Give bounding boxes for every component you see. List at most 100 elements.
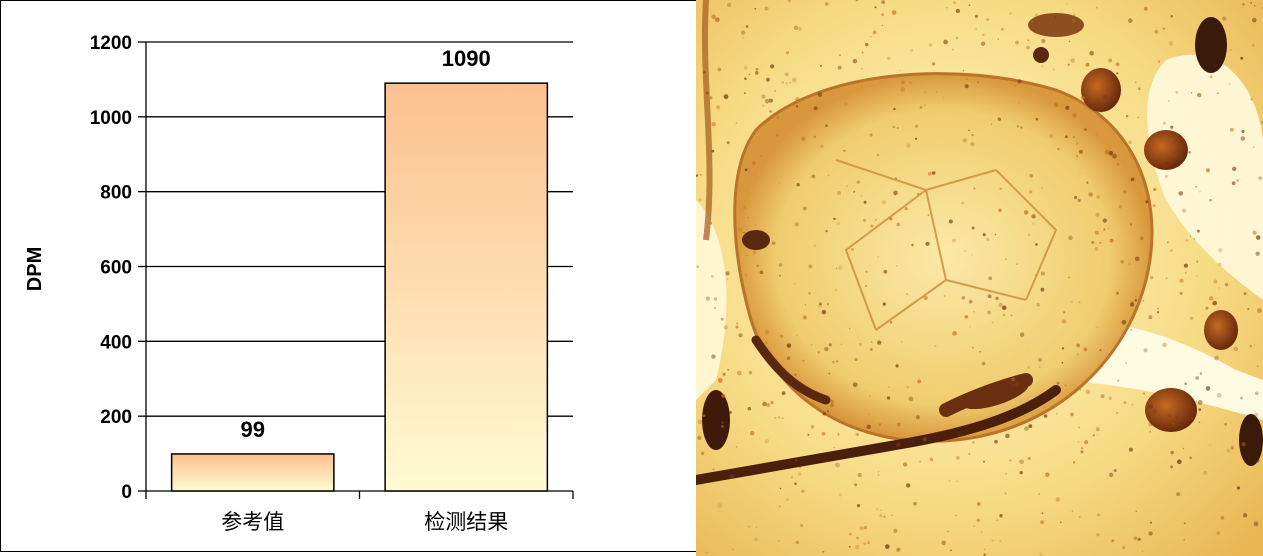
stain-granule: [728, 410, 732, 414]
stain-granule: [791, 77, 797, 83]
stain-granule: [876, 508, 879, 511]
stain-granule: [727, 368, 729, 371]
stain-granule: [1055, 497, 1061, 502]
stain-granule: [1072, 113, 1077, 118]
stain-granule: [794, 373, 797, 376]
stain-granule: [1068, 235, 1073, 241]
stain-granule: [1233, 346, 1238, 352]
stain-granule: [1162, 27, 1166, 30]
stain-granule: [794, 482, 797, 486]
stain-granule: [1096, 533, 1100, 537]
stain-granule: [1146, 408, 1148, 410]
stain-granule: [846, 185, 848, 187]
stain-granule: [927, 171, 932, 176]
stain-granule: [1241, 129, 1245, 133]
stain-granule: [759, 270, 764, 275]
stain-granule: [1036, 302, 1040, 307]
stain-granule: [1131, 403, 1134, 406]
stain-granule: [768, 98, 773, 103]
stain-granule: [795, 459, 797, 462]
stain-granule: [919, 106, 923, 109]
stain-granule: [903, 462, 908, 467]
stain-granule: [1164, 175, 1168, 178]
stain-granule: [866, 424, 871, 429]
stain-granule: [981, 361, 986, 366]
stain-granule: [838, 265, 843, 271]
stain-granule: [836, 221, 840, 226]
stain-granule: [820, 144, 824, 149]
stain-granule: [968, 299, 973, 304]
stain-granule: [882, 302, 886, 306]
stain-granule: [969, 326, 971, 328]
stain-granule: [961, 201, 965, 205]
stain-granule: [1112, 153, 1117, 159]
stain-granule: [1056, 381, 1060, 385]
stain-granule: [1109, 238, 1114, 243]
pale-space-left: [696, 200, 727, 400]
stain-granule: [905, 483, 911, 488]
stain-granule: [786, 356, 791, 360]
stain-granule: [827, 174, 830, 177]
stain-granule: [807, 433, 810, 436]
stain-granule: [741, 30, 746, 35]
stain-granule: [900, 87, 906, 92]
stained-fiber-edge: [701, 0, 713, 241]
stain-granule: [1170, 450, 1174, 455]
stain-granule: [1249, 345, 1252, 348]
stain-granule: [861, 67, 863, 70]
stain-granule: [1250, 2, 1252, 4]
stain-granule: [761, 242, 763, 245]
stain-granule: [929, 457, 934, 462]
stain-granule: [1103, 228, 1106, 231]
stain-granule: [1142, 299, 1145, 302]
stain-granule: [906, 293, 909, 296]
stain-granule: [697, 419, 703, 425]
stain-granule: [826, 410, 830, 413]
stain-granule: [1072, 18, 1076, 23]
stain-granule: [1028, 190, 1033, 194]
stain-granule: [818, 303, 823, 308]
stain-granule: [1184, 382, 1188, 386]
stain-granule: [1077, 198, 1081, 203]
stain-granule: [1195, 376, 1199, 380]
stain-granule: [1242, 513, 1248, 518]
stain-granule: [795, 540, 799, 545]
stain-granule: [781, 80, 785, 84]
stain-granule: [1052, 68, 1055, 71]
stain-granule: [1179, 291, 1183, 295]
stain-granule: [1080, 447, 1084, 450]
stain-granule: [1228, 82, 1231, 86]
stain-granule: [1137, 116, 1140, 119]
stain-granule: [996, 519, 998, 521]
stain-granule: [893, 190, 898, 196]
stain-granule: [976, 502, 981, 506]
stain-granule: [796, 334, 798, 336]
stain-granule: [1256, 459, 1260, 463]
stain-granule: [793, 25, 799, 31]
stain-granule: [856, 503, 861, 508]
stain-granule: [982, 33, 985, 36]
stain-granule: [1185, 239, 1189, 242]
stain-granule: [986, 18, 989, 21]
stain-granule: [1198, 421, 1201, 424]
stain-granule: [977, 81, 980, 84]
stain-granule: [1147, 159, 1150, 162]
stain-granule: [773, 416, 777, 420]
stain-granule: [881, 24, 884, 27]
stain-granule: [1027, 366, 1030, 369]
stain-granule: [1217, 306, 1220, 309]
stain-granule: [716, 105, 721, 110]
stain-granule: [896, 422, 901, 427]
stain-granule: [775, 133, 779, 137]
stain-granule: [1128, 447, 1133, 452]
stain-granule: [919, 460, 922, 463]
stain-granule: [870, 341, 873, 343]
stain-granule: [1257, 308, 1262, 313]
stain-granule: [826, 303, 830, 306]
stain-granule: [765, 341, 768, 345]
stain-granule: [745, 25, 749, 28]
stain-granule: [1016, 263, 1018, 265]
central-cell-body: [733, 72, 1154, 443]
stain-granule: [971, 226, 975, 230]
stain-granule: [1035, 243, 1038, 246]
